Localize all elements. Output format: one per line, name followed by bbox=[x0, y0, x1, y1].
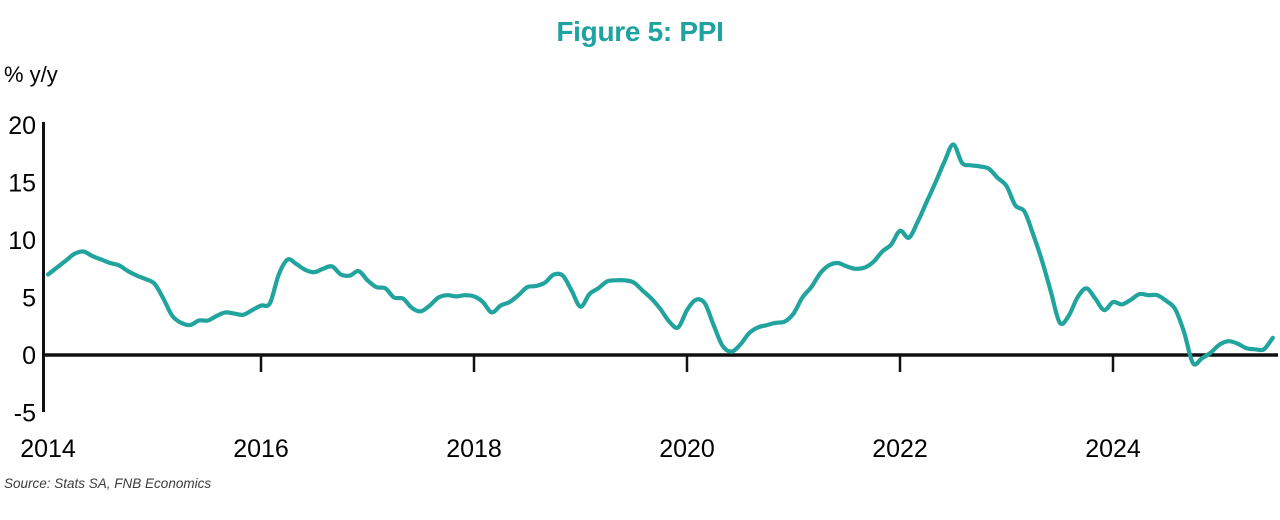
x-tick-label: 2024 bbox=[1085, 435, 1141, 463]
chart-title: Figure 5: PPI bbox=[556, 16, 724, 47]
y-axis-unit-label: % y/y bbox=[4, 62, 58, 87]
x-tick-label: 2018 bbox=[446, 435, 502, 463]
x-tick-label: 2014 bbox=[20, 435, 76, 463]
x-tick-label: 2022 bbox=[872, 435, 928, 463]
y-tick-label: 15 bbox=[8, 170, 36, 198]
source-note: Source: Stats SA, FNB Economics bbox=[4, 476, 212, 491]
ppi-series-line bbox=[45, 142, 1275, 367]
y-tick-label: 5 bbox=[22, 285, 36, 313]
y-tick-label: -5 bbox=[14, 400, 36, 428]
y-tick-label: 0 bbox=[22, 342, 36, 370]
x-tick-label: 2016 bbox=[233, 435, 289, 463]
y-tick-label: 10 bbox=[8, 227, 36, 255]
y-tick-label: 20 bbox=[8, 112, 36, 140]
x-tick-label: 2020 bbox=[659, 435, 715, 463]
